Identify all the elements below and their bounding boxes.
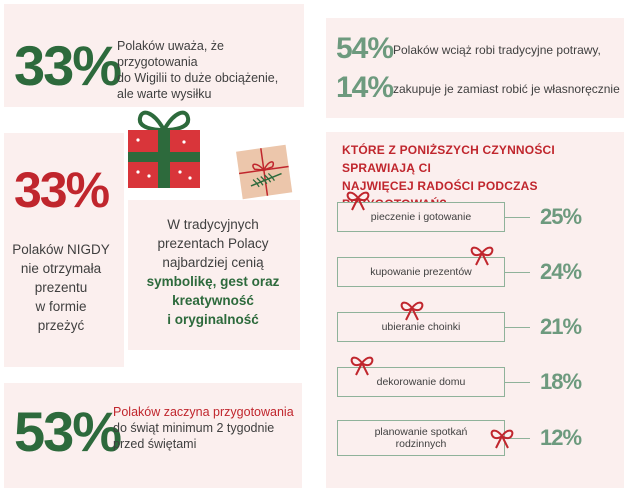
ribbon-bow-icon — [350, 356, 374, 376]
stat-never-gift-value: 33% — [14, 162, 110, 218]
activity-connector — [505, 217, 530, 218]
activity-box: dekorowanie domu — [337, 367, 505, 397]
activity-label: ubieranie choinki — [381, 321, 461, 333]
stat-tradition-text-2: zakupuje je zamiast robić je własnoręczn… — [393, 82, 620, 96]
prep-start-line1: Polaków zaczyna przygotowania — [113, 405, 294, 419]
activity-pct: 12% — [540, 425, 582, 450]
activity-box: pieczenie i gotowanie — [337, 202, 505, 232]
never-gift-line2: nie otrzymała — [20, 261, 102, 276]
prep-start-line3: przed świętami — [113, 437, 197, 451]
activity-connector — [505, 272, 530, 273]
panel-gift-values — [128, 200, 300, 350]
never-gift-line5: przeżyć — [37, 318, 85, 333]
stat-prep-start-value: 53% — [14, 400, 122, 463]
never-gift-line3: prezentu — [34, 280, 88, 295]
stat-tradition-text-1: Polaków wciąż robi tradycyjne potrawy, — [393, 43, 601, 57]
stat-wigilia-line1: Polaków uważa, że przygotowania — [117, 39, 225, 69]
ribbon-bow-icon — [346, 191, 370, 211]
gift-values-line3: najbardziej cenią — [162, 255, 264, 270]
panel-wigilia — [4, 4, 304, 107]
activity-box: ubieranie choinki — [337, 312, 505, 342]
ribbon-bow-icon — [470, 246, 494, 266]
activity-label: dekorowanie domu — [376, 376, 466, 388]
activity-connector — [505, 327, 530, 328]
stat-wigilia-value: 33% — [14, 34, 122, 97]
ribbon-bow-icon — [490, 429, 514, 449]
activity-box: planowanie spotkań rodzinnych — [337, 420, 505, 456]
stat-tradition-value-2: 14% — [336, 71, 394, 104]
activity-connector — [505, 382, 530, 383]
activity-label: planowanie spotkań — [374, 426, 468, 438]
activity-pct: 24% — [540, 259, 582, 284]
panel-never-gift — [4, 133, 124, 367]
prep-start-line2: do świąt minimum 2 tygodnie — [113, 421, 275, 435]
activity-pct: 21% — [540, 314, 582, 339]
gift-values-text: W tradycyjnych prezentach Polacy najbard… — [134, 215, 292, 329]
activity-pct: 18% — [540, 369, 582, 394]
stat-prep-start-text: Polaków zaczyna przygotowania do świąt m… — [113, 404, 303, 452]
activity-label: kupowanie prezentów — [370, 266, 472, 278]
gift-values-line5: kreatywność — [172, 293, 254, 308]
gift-values-line1: W tradycyjnych — [167, 217, 259, 232]
never-gift-line4: w formie — [35, 299, 87, 314]
panel-tradition — [326, 18, 624, 118]
stat-never-gift-text: Polaków NIGDY nie otrzymała prezentu w f… — [6, 240, 116, 335]
gift-values-line2: prezentach Polacy — [157, 236, 269, 251]
ribbon-bow-icon — [400, 301, 424, 321]
joy-question-line1: KTÓRE Z PONIŻSZYCH CZYNNOŚCI SPRAWIAJĄ C… — [342, 143, 555, 175]
never-gift-line1: Polaków NIGDY — [12, 242, 110, 257]
activity-connector — [505, 438, 530, 439]
kraft-gift-icon — [236, 144, 293, 200]
stat-tradition-value-1: 54% — [336, 32, 394, 65]
stat-wigilia-text: Polaków uważa, że przygotowania do Wigil… — [117, 38, 307, 102]
gift-values-line4: symbolikę, gest oraz — [146, 274, 280, 289]
activity-label: pieczenie i gotowanie — [370, 211, 472, 223]
stat-wigilia-line3: ale warte wysiłku — [117, 87, 212, 101]
panel-prep-start — [4, 383, 302, 488]
stat-wigilia-line2: do Wigilii to duże obciążenie, — [117, 71, 279, 85]
gift-values-line6: i oryginalność — [167, 312, 259, 327]
activity-pct: 25% — [540, 204, 582, 229]
activity-label-line2: rodzinnych — [395, 438, 447, 450]
red-gift-icon — [128, 110, 200, 188]
